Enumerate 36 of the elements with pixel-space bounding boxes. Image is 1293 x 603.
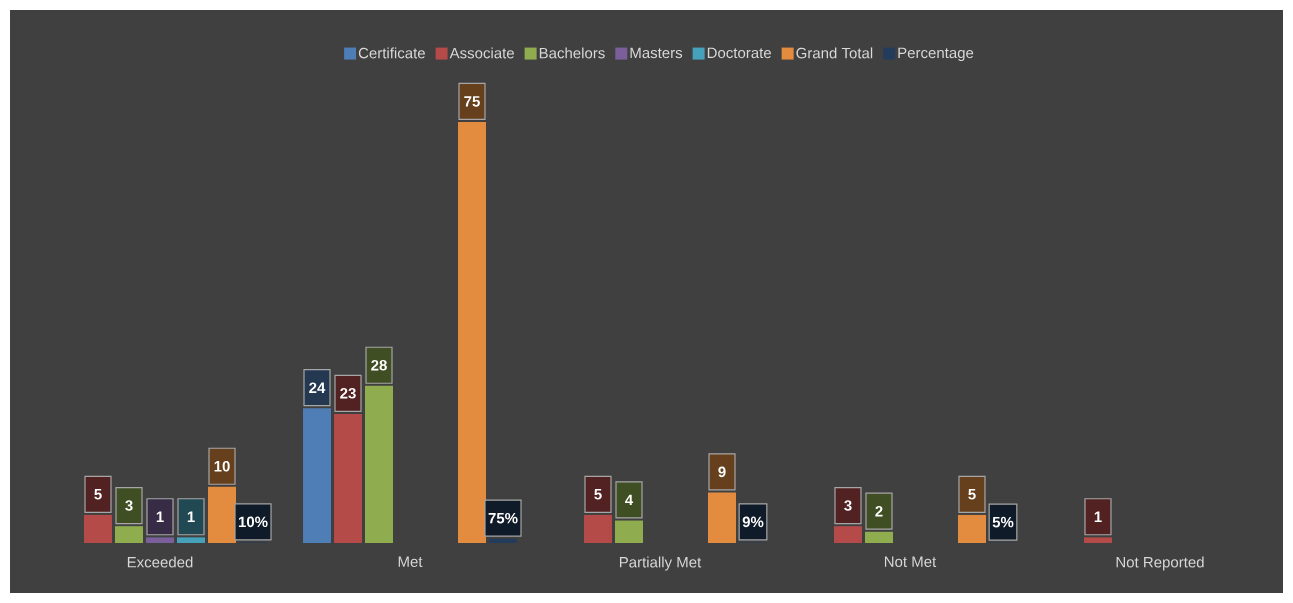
bar [177, 537, 206, 543]
data-label: 1 [187, 511, 195, 522]
data-label: 28 [371, 359, 387, 371]
legend-label: Certificate [358, 47, 425, 59]
data-label: 10 [214, 460, 230, 472]
bar [146, 537, 175, 543]
data-label: 5 [968, 489, 976, 500]
x-tick-label: Partially Met [619, 556, 702, 571]
data-label: 9 [718, 466, 726, 478]
data-label: 75% [488, 512, 518, 524]
legend-label: Bachelors [539, 47, 605, 59]
x-tick-label: Met [398, 556, 423, 567]
data-label: 3 [125, 500, 133, 511]
data-label: 10% [238, 516, 268, 528]
data-label: 9% [742, 516, 764, 528]
bar [489, 538, 517, 543]
data-label: 4 [625, 494, 634, 506]
legend-label: Percentage [898, 47, 974, 62]
data-label: 5% [992, 516, 1014, 528]
x-tick-label: Not Reported [1116, 556, 1204, 571]
legend-label: Masters [630, 47, 683, 59]
data-label: 1 [1094, 511, 1102, 522]
data-label: 5 [594, 489, 602, 500]
bar [1083, 537, 1112, 543]
legend-label: Doctorate [707, 47, 771, 59]
x-tick-label: Exceeded [127, 556, 193, 568]
data-label: 5 [94, 489, 102, 500]
data-label: 75 [464, 96, 480, 107]
data-label: 24 [309, 382, 326, 393]
x-tick-label: Not Met [884, 556, 937, 567]
legend-label: Grand Total [796, 47, 873, 59]
legend-label: Associate [449, 47, 514, 59]
data-label: 2 [875, 505, 883, 517]
data-label: 3 [844, 500, 852, 511]
data-label: 1 [156, 511, 164, 522]
data-label: 23 [340, 387, 356, 399]
